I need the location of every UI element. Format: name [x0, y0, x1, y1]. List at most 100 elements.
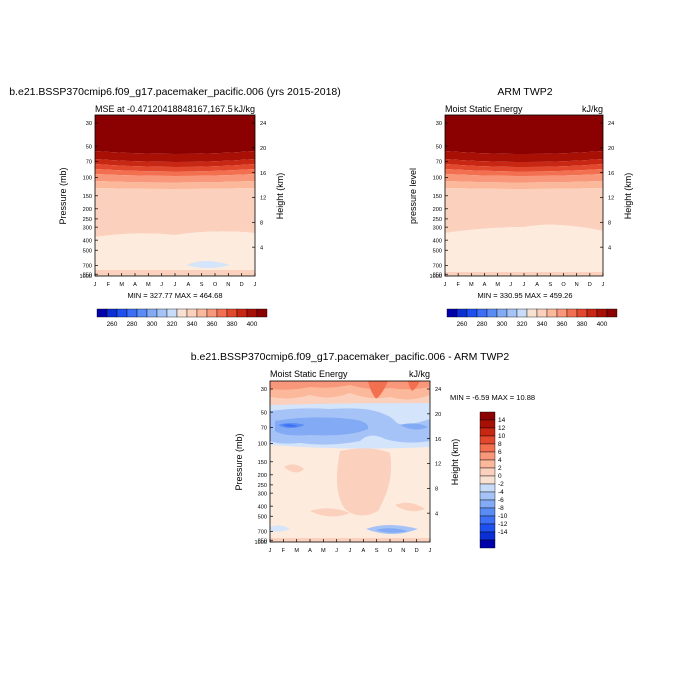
pressure-tick-label: 700: [433, 264, 442, 270]
colorbar-tick-label: 360: [557, 321, 568, 328]
month-tick-label: J: [509, 282, 512, 288]
pressure-tick-label: 1000: [255, 540, 267, 546]
month-tick-label: F: [282, 548, 286, 554]
panel-diff-y2-axis-label: Height (km): [450, 439, 460, 486]
colorbar-swatch: [479, 435, 496, 445]
month-tick-label: O: [213, 282, 218, 288]
colorbar-tick-label: 14: [498, 417, 506, 424]
month-tick-label: O: [388, 548, 393, 554]
colorbar-tick-label: 12: [498, 425, 506, 432]
height-tick-label: 12: [608, 196, 614, 202]
colorbar-swatch: [156, 308, 168, 318]
colorbar-swatch: [479, 451, 496, 461]
pressure-tick-label: 1000: [430, 274, 442, 280]
colorbar-swatch: [566, 308, 578, 318]
pressure-tick-label: 500: [83, 248, 92, 254]
height-tick-label: 20: [260, 146, 266, 152]
pressure-tick-label: 250: [258, 483, 267, 489]
month-tick-label: J: [349, 548, 352, 554]
pressure-tick-label: 1000: [80, 274, 92, 280]
colorbar-swatch: [479, 459, 496, 469]
pressure-tick-label: 300: [258, 491, 267, 497]
month-tick-label: J: [523, 282, 526, 288]
panel-obs: ARM TWP2 Moist Static Energy kJ/kg 30 50 7…: [408, 86, 633, 328]
height-tick-label: 20: [435, 412, 441, 418]
month-tick-label: J: [444, 282, 447, 288]
colorbar-swatch: [226, 308, 238, 318]
colorbar-swatch: [136, 308, 148, 318]
colorbar-swatch: [479, 483, 496, 493]
pressure-tick-label: 400: [433, 238, 442, 244]
colorbar-swatch: [479, 443, 496, 453]
month-tick-label: J: [269, 548, 272, 554]
month-tick-label: A: [133, 282, 137, 288]
colorbar-swatch: [186, 308, 198, 318]
height-tick-label: 24: [608, 121, 614, 127]
colorbar-swatch: [166, 308, 178, 318]
pressure-tick-label: 50: [436, 144, 442, 150]
colorbar-tick-label: 0: [498, 473, 502, 480]
panel-model-colorbar: 260 280 300 320 340 360 380 400: [96, 308, 268, 328]
colorbar-tick-label: -2: [498, 481, 504, 488]
panel-diff-y-axis-label: Pressure (mb): [234, 433, 244, 490]
pressure-tick-label: 70: [261, 426, 267, 432]
pressure-tick-label: 30: [436, 121, 442, 127]
colorbar-tick-label: 320: [517, 321, 528, 328]
panel-obs-variable-label: Moist Static Energy: [445, 104, 523, 114]
colorbar-swatch: [476, 308, 488, 318]
panel-model-plot-area: [94, 114, 256, 277]
colorbar-swatch: [479, 523, 496, 533]
pressure-tick-label: 200: [258, 473, 267, 479]
month-tick-label: J: [174, 282, 177, 288]
colorbar-tick-label: 320: [167, 321, 178, 328]
pressure-tick-label: 70: [436, 160, 442, 166]
colorbar-swatch: [479, 539, 496, 549]
month-tick-label: S: [200, 282, 204, 288]
height-tick-label: 8: [260, 221, 263, 227]
panel-model: b.e21.BSSP370cmip6.f09_g17.pacemaker_pac…: [9, 86, 341, 328]
month-tick-label: A: [483, 282, 487, 288]
panel-model-y-axis-label: Pressure (mb): [58, 167, 68, 224]
colorbar-swatch: [479, 531, 496, 541]
pressure-tick-label: 200: [83, 207, 92, 213]
pressure-tick-label: 850: [83, 272, 92, 278]
colorbar-tick-label: 260: [457, 321, 468, 328]
colorbar-swatch: [479, 499, 496, 509]
colorbar-swatch: [479, 411, 496, 421]
colorbar-tick-label: -12: [498, 521, 508, 528]
colorbar-tick-label: -6: [498, 497, 504, 504]
colorbar-swatch: [146, 308, 158, 318]
month-tick-label: M: [469, 282, 474, 288]
colorbar-tick-label: -4: [498, 489, 504, 496]
pressure-tick-label: 50: [261, 410, 267, 416]
panel-model-minmax: MIN = 327.77 MAX = 464.68: [127, 291, 222, 300]
panel-obs-plot-area: [444, 114, 604, 277]
pressure-tick-label: 700: [258, 530, 267, 536]
month-tick-label: A: [535, 282, 539, 288]
month-tick-label: N: [401, 548, 405, 554]
pressure-tick-label: 30: [86, 121, 92, 127]
colorbar-swatch: [536, 308, 548, 318]
colorbar-swatch: [96, 308, 108, 318]
colorbar-tick-label: -14: [498, 529, 508, 536]
height-tick-label: 16: [435, 437, 441, 443]
colorbar-swatch: [176, 308, 188, 318]
colorbar-swatch: [526, 308, 538, 318]
month-tick-label: A: [308, 548, 312, 554]
colorbar-tick-label: 280: [477, 321, 488, 328]
month-tick-label: M: [321, 548, 326, 554]
pressure-tick-label: 100: [433, 176, 442, 182]
colorbar-tick-label: 380: [227, 321, 238, 328]
colorbar-swatch: [606, 308, 618, 318]
colorbar-tick-label: -10: [498, 513, 508, 520]
pressure-tick-label: 500: [258, 514, 267, 520]
colorbar-swatch: [596, 308, 608, 318]
colorbar-tick-label: 280: [127, 321, 138, 328]
colorbar-swatch: [516, 308, 528, 318]
month-tick-label: J: [335, 548, 338, 554]
colorbar-swatch: [216, 308, 228, 318]
panel-diff-units-label: kJ/kg: [409, 369, 430, 379]
colorbar-swatch: [479, 427, 496, 437]
month-tick-label: A: [186, 282, 190, 288]
